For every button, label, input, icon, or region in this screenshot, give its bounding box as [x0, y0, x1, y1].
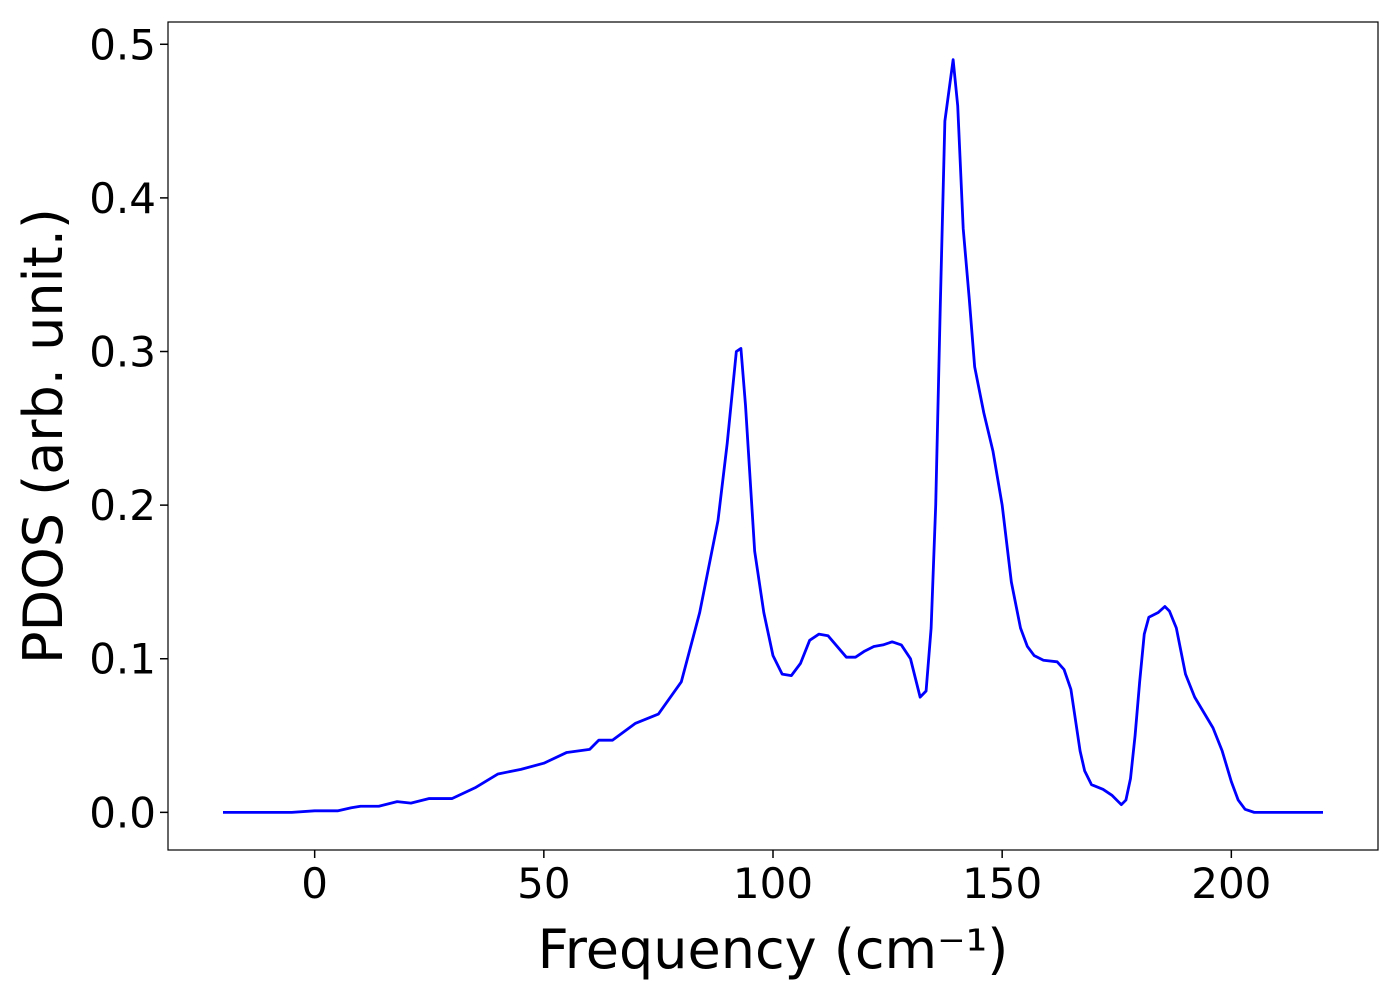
y-tick-label: 0.2	[89, 481, 156, 530]
x-tick-label: 0	[301, 859, 328, 908]
y-tick-label: 0.3	[89, 328, 156, 377]
y-tick-label: 0.1	[89, 635, 156, 684]
x-tick-label: 100	[733, 859, 813, 908]
line-series	[223, 58, 1323, 814]
y-tick-label: 0.0	[89, 788, 156, 837]
x-tick-label: 150	[962, 859, 1042, 908]
x-axis-label: Frequency (cm⁻¹)	[538, 918, 1009, 981]
y-tick-label: 0.4	[89, 174, 156, 223]
y-axis-label: PDOS (arb. unit.)	[12, 208, 75, 664]
x-tick-label: 200	[1191, 859, 1271, 908]
y-tick-label: 0.5	[89, 20, 156, 69]
plot-frame	[167, 21, 1379, 851]
x-tick-label: 50	[517, 859, 570, 908]
